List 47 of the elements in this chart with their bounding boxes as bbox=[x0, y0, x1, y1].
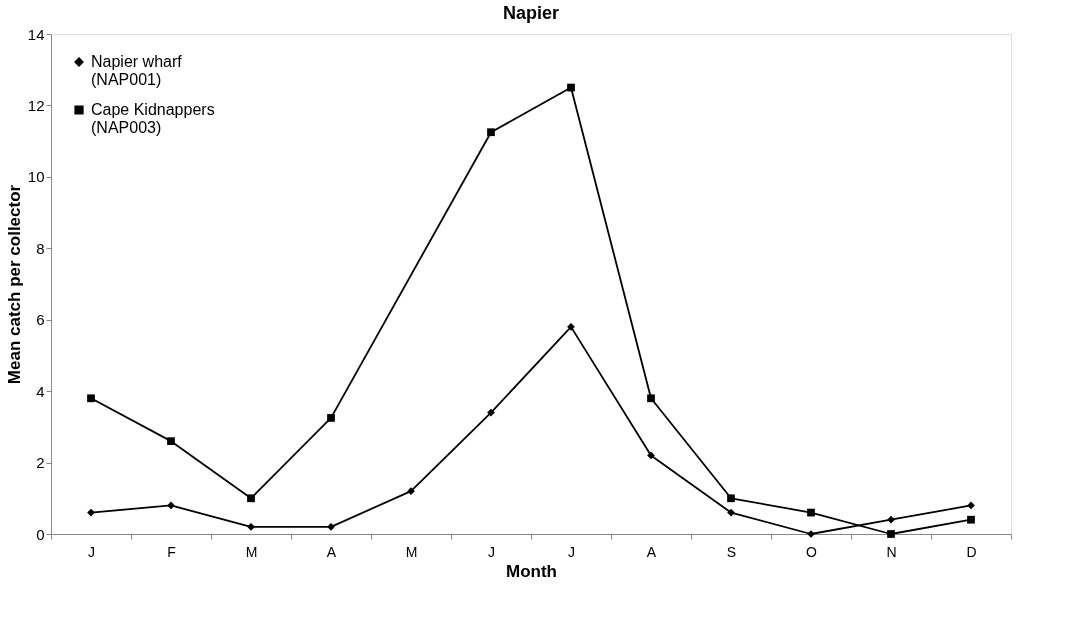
y-tick-label: 2 bbox=[36, 454, 45, 472]
point bbox=[967, 501, 975, 510]
x-tick-label: N bbox=[886, 543, 897, 560]
y-tick-label: 0 bbox=[36, 525, 45, 543]
point bbox=[567, 322, 575, 331]
point bbox=[247, 494, 255, 503]
point bbox=[887, 530, 895, 538]
chart-title: Napier bbox=[502, 3, 560, 23]
x-tick-label: M bbox=[245, 543, 258, 560]
point bbox=[167, 437, 175, 446]
x-tick-label: F bbox=[167, 543, 176, 560]
point bbox=[807, 508, 815, 517]
y-tick-label: 6 bbox=[36, 311, 45, 329]
y-tick-label: 4 bbox=[36, 382, 45, 400]
y-tick-label: 12 bbox=[27, 96, 45, 114]
x-axis-title: Month bbox=[506, 561, 557, 581]
x-tick-label: M bbox=[405, 543, 418, 560]
y-tick-label: 8 bbox=[36, 239, 45, 257]
x-tick-label: J bbox=[88, 543, 95, 560]
point bbox=[247, 522, 255, 531]
x-tick-label: D bbox=[966, 543, 977, 560]
point bbox=[87, 508, 95, 517]
x-tick-label: A bbox=[326, 543, 337, 560]
x-tick-label: S bbox=[726, 543, 737, 560]
point bbox=[487, 128, 495, 137]
point bbox=[487, 408, 495, 417]
y-axis-title: Mean catch per collector bbox=[4, 184, 24, 385]
x-tick-label: A bbox=[646, 543, 657, 560]
point bbox=[647, 394, 655, 403]
point bbox=[407, 487, 415, 496]
point bbox=[87, 394, 95, 403]
point bbox=[567, 83, 575, 92]
point bbox=[887, 515, 895, 524]
legend-label: Cape Kidnappers (NAP003) bbox=[91, 101, 215, 136]
point bbox=[327, 414, 335, 422]
y-tick-label: 14 bbox=[27, 25, 45, 43]
point bbox=[727, 494, 735, 503]
point bbox=[327, 522, 335, 531]
point bbox=[727, 508, 735, 517]
point bbox=[647, 451, 655, 460]
x-tick-label: O bbox=[806, 543, 818, 560]
point bbox=[167, 501, 175, 510]
y-tick-label: 10 bbox=[27, 168, 45, 186]
x-tick-label: J bbox=[488, 543, 495, 560]
point bbox=[967, 515, 975, 524]
legend-label: Napier wharf (NAP001) bbox=[91, 53, 183, 88]
x-tick-label: J bbox=[568, 543, 575, 560]
